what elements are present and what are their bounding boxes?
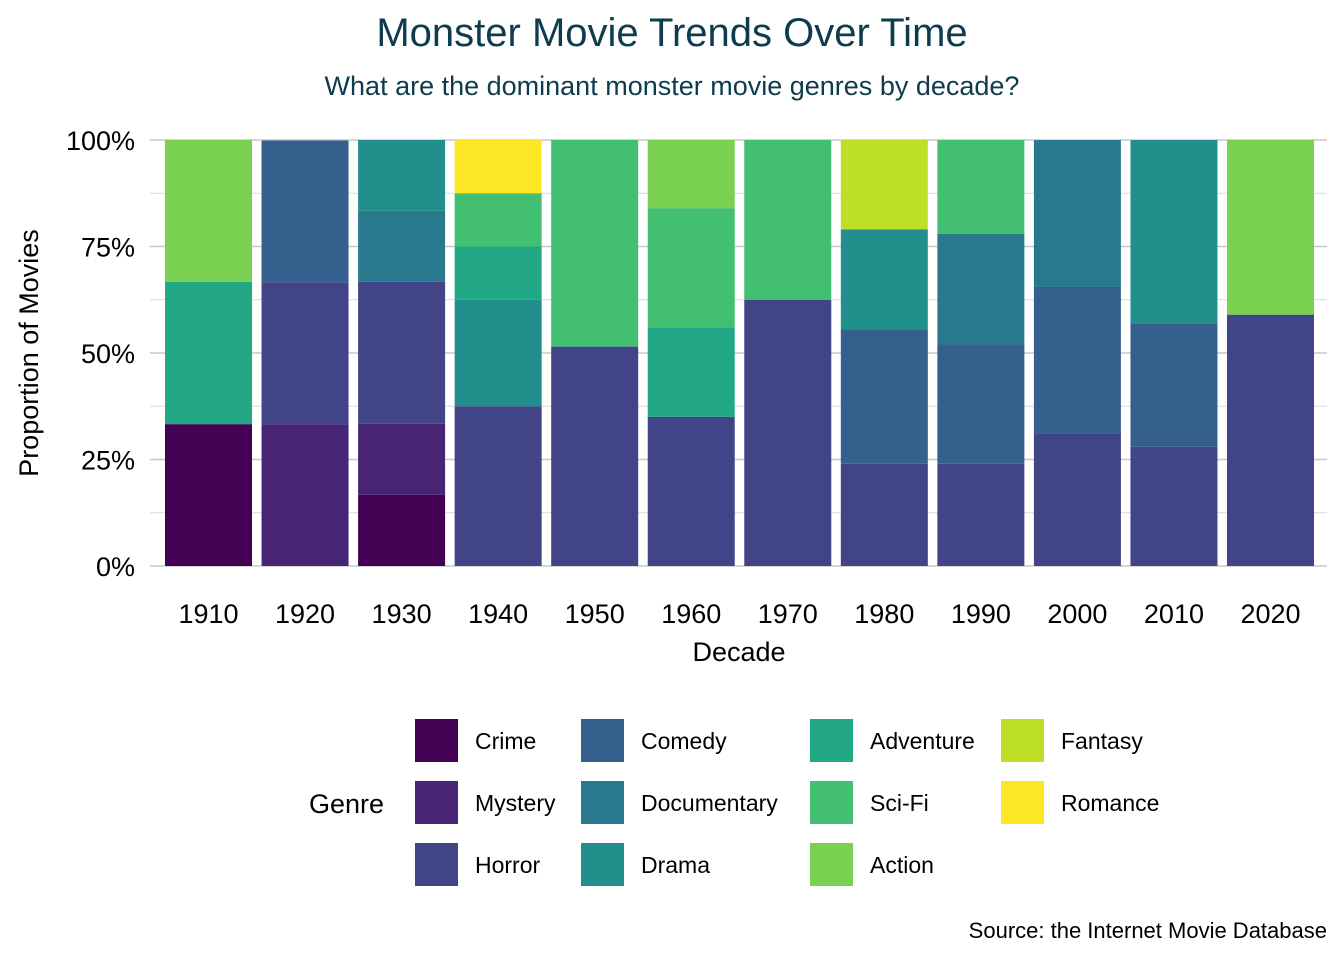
legend-swatch [810, 781, 853, 824]
bar-segment-comedy [1130, 323, 1218, 447]
chart-title: Monster Movie Trends Over Time [376, 11, 967, 55]
x-axis-ticks: 1910 1920 1930 1940 1950 1960 1970 1980 1990 2000… [178, 599, 1300, 629]
legend-swatch [415, 843, 458, 886]
bar-segment-horror [261, 282, 349, 425]
x-tick-label: 2020 [1240, 599, 1300, 629]
legend-swatch [581, 843, 624, 886]
x-tick-label: 2010 [1144, 599, 1204, 629]
x-tick-label: 1970 [758, 599, 818, 629]
x-axis-label: Decade [692, 637, 785, 667]
bar-segment-romance [454, 140, 542, 194]
x-tick-label: 1920 [275, 599, 335, 629]
bar-segment-sci-fi [454, 193, 542, 247]
legend-label: Fantasy [1061, 728, 1143, 754]
bar-segment-adventure [647, 327, 735, 417]
bar-segment-sci-fi [551, 140, 639, 347]
y-tick-label: 75% [81, 233, 135, 263]
legend-label: Comedy [641, 728, 727, 754]
bar-segment-horror [744, 299, 832, 566]
bar-segment-documentary [358, 210, 446, 282]
bars-layer [165, 140, 1314, 566]
bar-segment-horror [358, 281, 446, 424]
bar-segment-action [165, 140, 252, 282]
legend-swatch [1001, 719, 1044, 762]
y-tick-label: 100% [66, 126, 135, 156]
x-tick-label: 2000 [1047, 599, 1107, 629]
legend-label: Romance [1061, 790, 1159, 816]
legend-label: Adventure [870, 728, 975, 754]
x-tick-label: 1950 [565, 599, 625, 629]
x-tick-label: 1980 [854, 599, 914, 629]
legend-swatch [1001, 781, 1044, 824]
legend-swatch [415, 719, 458, 762]
bar-segment-adventure [454, 246, 542, 300]
bar-segment-comedy [937, 344, 1025, 464]
bar-segment-action [647, 140, 735, 209]
bar-segment-mystery [261, 424, 349, 566]
legend: Crime Mystery Horror Comedy Documentary Drama… [415, 719, 1159, 886]
bar-segment-documentary [1033, 140, 1121, 287]
legend-swatch [581, 781, 624, 824]
legend-label: Action [870, 852, 934, 878]
bar-segment-horror [1227, 314, 1314, 566]
y-axis-ticks: 0% 25% 50% 75% 100% [66, 126, 135, 582]
bar-segment-drama [454, 299, 542, 407]
bar-segment-fantasy [840, 140, 928, 230]
legend-swatch [415, 781, 458, 824]
bar-segment-adventure [165, 281, 252, 425]
y-tick-label: 50% [81, 339, 135, 369]
bar-segment-drama [840, 229, 928, 330]
legend-swatch [810, 719, 853, 762]
y-tick-label: 25% [81, 446, 135, 476]
bar-segment-comedy [261, 140, 349, 283]
bar-segment-horror [937, 463, 1025, 566]
legend-label: Crime [475, 728, 536, 754]
legend-swatch [581, 719, 624, 762]
bar-segment-sci-fi [744, 140, 832, 300]
bar-segment-horror [1130, 446, 1218, 566]
x-tick-label: 1990 [951, 599, 1011, 629]
bar-segment-horror [840, 463, 928, 566]
bar-segment-drama [1130, 140, 1218, 324]
y-axis-label: Proportion of Movies [14, 229, 44, 477]
legend-label: Mystery [475, 790, 556, 816]
legend-label: Sci-Fi [870, 790, 929, 816]
bar-segment-horror [1033, 433, 1121, 566]
bar-segment-sci-fi [937, 140, 1025, 234]
x-tick-label: 1940 [468, 599, 528, 629]
legend-label: Drama [641, 852, 710, 878]
x-tick-label: 1960 [661, 599, 721, 629]
x-tick-label: 1930 [372, 599, 432, 629]
bar-segment-crime [165, 424, 252, 566]
bar-segment-sci-fi [647, 208, 735, 328]
y-tick-label: 0% [96, 552, 135, 582]
bar-segment-documentary [937, 233, 1025, 345]
legend-title: Genre [309, 789, 384, 819]
bar-segment-horror [551, 346, 639, 566]
bar-segment-comedy [1033, 286, 1121, 434]
bar-segment-horror [647, 416, 735, 566]
legend-label: Documentary [641, 790, 778, 816]
bar-segment-horror [454, 406, 542, 566]
x-tick-label: 1910 [178, 599, 238, 629]
chart-caption: Source: the Internet Movie Database [969, 918, 1327, 943]
legend-label: Horror [475, 852, 541, 878]
bar-segment-action [1227, 140, 1314, 315]
bar-segment-comedy [840, 329, 928, 464]
legend-swatch [810, 843, 853, 886]
chart-subtitle: What are the dominant monster movie genr… [325, 71, 1020, 101]
bar-segment-crime [358, 494, 446, 566]
bar-segment-drama [358, 140, 446, 211]
bar-segment-mystery [358, 423, 446, 495]
